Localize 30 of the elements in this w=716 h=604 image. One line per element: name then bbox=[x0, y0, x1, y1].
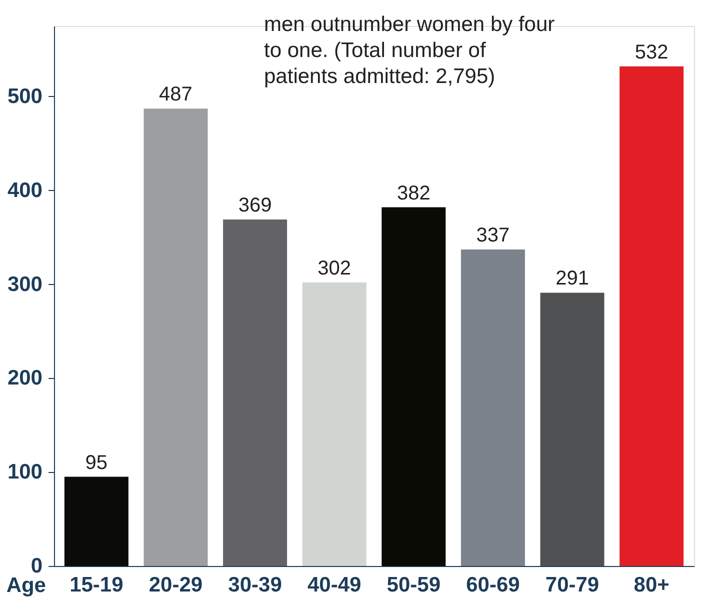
x-tick-label: 40-49 bbox=[307, 574, 362, 596]
bar bbox=[223, 219, 288, 566]
y-tick-label: 500 bbox=[7, 84, 42, 108]
bar bbox=[64, 476, 128, 566]
data-label: 369 bbox=[238, 194, 272, 216]
data-label: 95 bbox=[85, 452, 108, 474]
x-tick-label: 20-29 bbox=[148, 574, 203, 596]
data-label: 302 bbox=[318, 257, 352, 280]
x-tick-label: 70-79 bbox=[545, 574, 600, 596]
y-tick-label: 400 bbox=[7, 178, 42, 202]
bar bbox=[382, 207, 446, 566]
bar bbox=[144, 108, 208, 566]
x-tick-label: 50-59 bbox=[386, 574, 441, 596]
data-label: 337 bbox=[476, 224, 510, 247]
x-tick-label: 80+ bbox=[634, 574, 670, 596]
x-tick-label: 30-39 bbox=[228, 574, 282, 596]
data-label: 487 bbox=[159, 84, 192, 106]
data-label: 382 bbox=[396, 182, 430, 204]
annotation: men outnumber women by four to one. (Total number of patients admitted: 2,795) bbox=[264, 13, 555, 88]
y-tick-label: 100 bbox=[7, 460, 42, 484]
bar bbox=[620, 66, 684, 566]
data-label: 291 bbox=[556, 268, 589, 290]
bar bbox=[460, 250, 525, 566]
bar bbox=[302, 282, 366, 566]
x-tick-label: 60-69 bbox=[466, 574, 520, 596]
x-tick-label: 15-19 bbox=[70, 574, 124, 596]
data-label: 532 bbox=[634, 41, 668, 64]
bar bbox=[540, 292, 604, 566]
y-tick-label: 300 bbox=[7, 272, 42, 296]
y-tick-label: 200 bbox=[7, 366, 42, 390]
